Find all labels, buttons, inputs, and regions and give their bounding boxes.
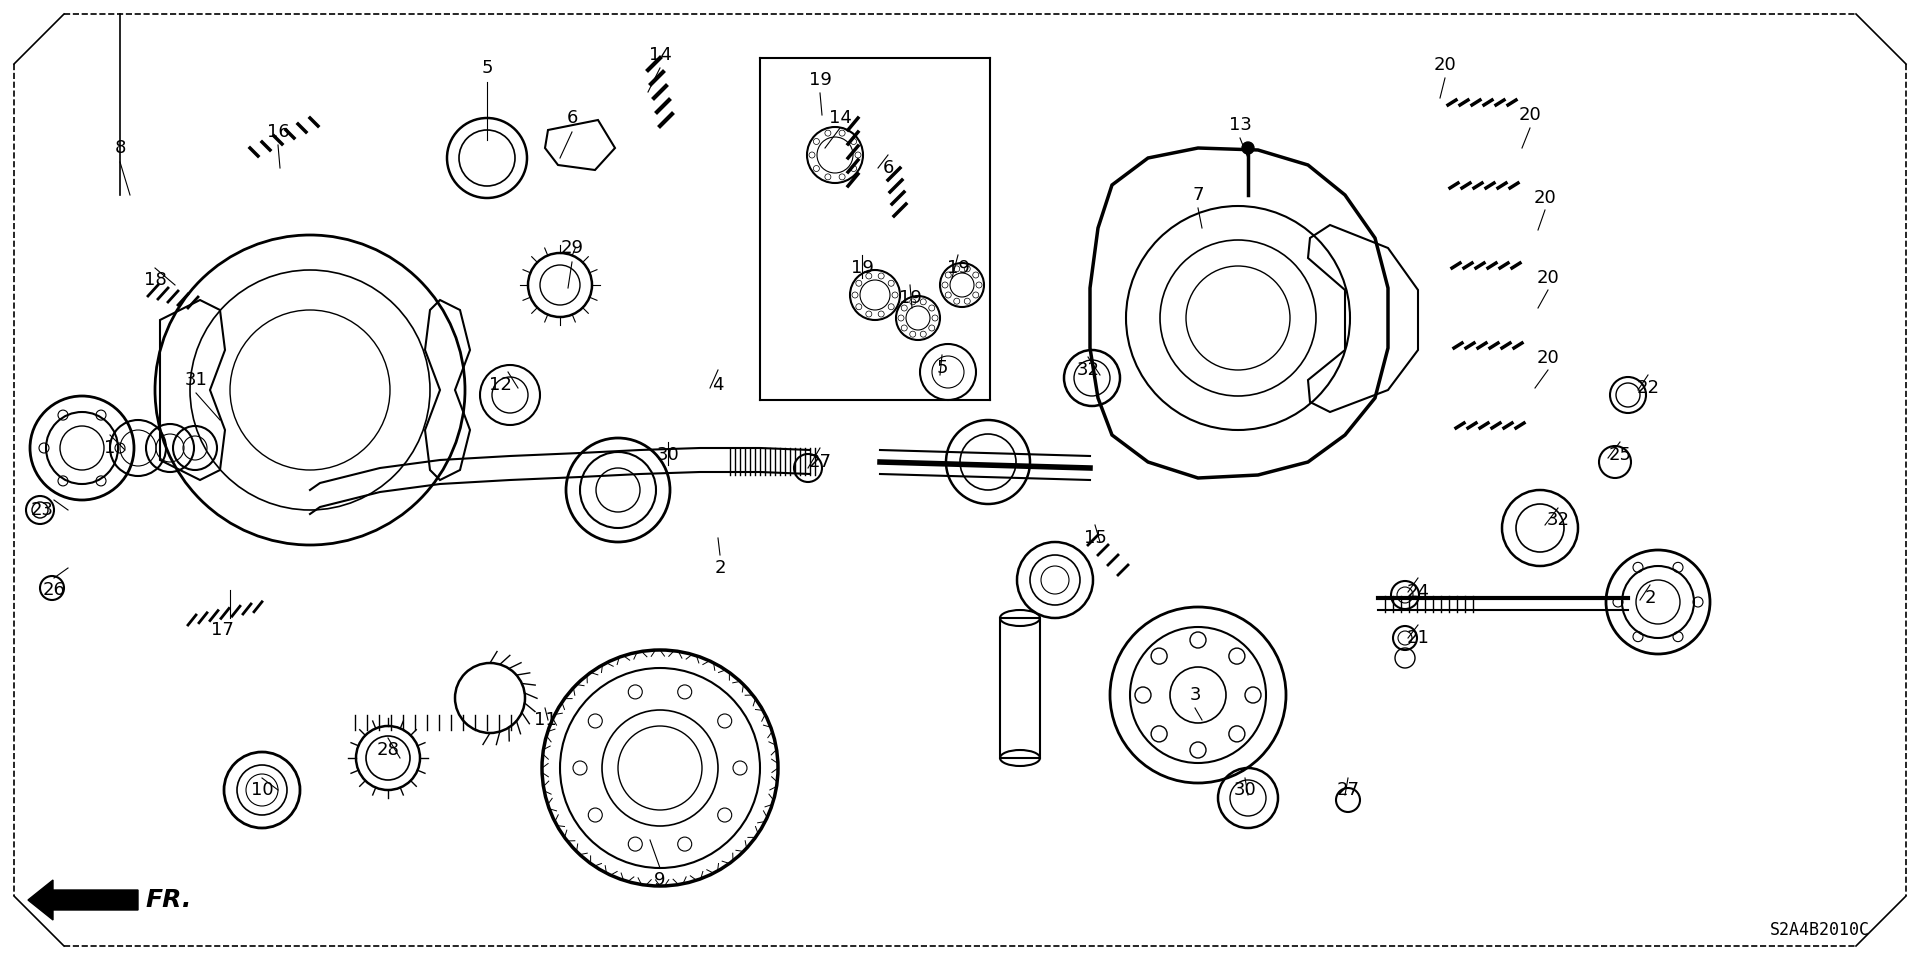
Text: 20: 20	[1434, 56, 1457, 74]
Text: 14: 14	[649, 46, 672, 64]
Text: FR.: FR.	[146, 888, 192, 912]
Text: 5: 5	[482, 59, 493, 77]
Text: 31: 31	[184, 371, 207, 389]
Text: 10: 10	[252, 781, 273, 799]
Text: 20: 20	[1519, 106, 1542, 124]
Circle shape	[1242, 142, 1254, 154]
Text: 7: 7	[1192, 186, 1204, 204]
Text: 9: 9	[655, 871, 666, 889]
Text: 8: 8	[115, 139, 125, 157]
Text: 17: 17	[211, 621, 234, 639]
Text: 32: 32	[1546, 511, 1569, 529]
Text: 22: 22	[1636, 379, 1659, 397]
Text: 27: 27	[808, 453, 831, 471]
Text: 16: 16	[267, 123, 290, 141]
Text: 19: 19	[851, 259, 874, 277]
Text: 19: 19	[899, 289, 922, 307]
Text: 21: 21	[1407, 629, 1428, 647]
Text: 29: 29	[561, 239, 584, 257]
Text: 18: 18	[144, 271, 167, 289]
Text: 24: 24	[1407, 583, 1430, 601]
Text: 20: 20	[1536, 269, 1559, 287]
Text: 28: 28	[376, 741, 399, 759]
Text: 3: 3	[1188, 686, 1200, 704]
Text: 6: 6	[883, 159, 893, 177]
Text: 15: 15	[1083, 529, 1106, 547]
Text: 5: 5	[937, 359, 948, 377]
Text: 13: 13	[1229, 116, 1252, 134]
Text: S2A4B2010C: S2A4B2010C	[1770, 921, 1870, 939]
Text: 2: 2	[1644, 589, 1655, 607]
FancyArrow shape	[29, 880, 138, 920]
Text: 4: 4	[712, 376, 724, 394]
Text: 26: 26	[42, 581, 65, 599]
Text: 23: 23	[31, 501, 54, 519]
Text: 11: 11	[534, 711, 557, 729]
Text: 14: 14	[829, 109, 851, 127]
Text: 12: 12	[488, 376, 511, 394]
Text: 27: 27	[1336, 781, 1359, 799]
Text: 1: 1	[104, 439, 115, 457]
Text: 6: 6	[566, 109, 578, 127]
Text: 20: 20	[1536, 349, 1559, 367]
Text: 2: 2	[714, 559, 726, 577]
Text: 19: 19	[808, 71, 831, 89]
Text: 32: 32	[1077, 361, 1100, 379]
Text: 25: 25	[1609, 446, 1632, 464]
Text: 19: 19	[947, 259, 970, 277]
Text: 20: 20	[1534, 189, 1557, 207]
Text: 30: 30	[1235, 781, 1256, 799]
Text: 30: 30	[657, 446, 680, 464]
